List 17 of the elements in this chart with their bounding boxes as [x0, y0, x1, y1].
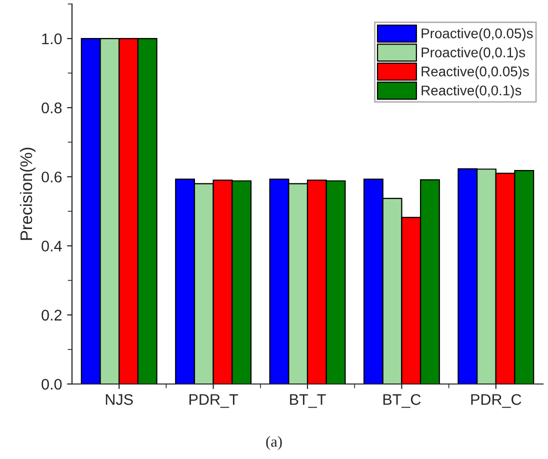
legend-label: Proactive(0,0.05)s — [422, 28, 533, 42]
x-tick-label: PDR_T — [190, 394, 238, 408]
legend-label: Reactive(0,0.1)s — [422, 85, 522, 98]
legend-label: Proactive(0,0.1)s — [422, 47, 526, 60]
y-tick-label: 0.2 — [42, 310, 62, 321]
y-tick-label: 0.8 — [42, 102, 62, 114]
x-tick-label: PDR_C — [471, 394, 522, 408]
x-tick-label: BT_C — [383, 394, 421, 408]
y-tick-label: 0.0 — [42, 378, 62, 390]
y-tick-label: 0.4 — [42, 240, 62, 252]
y-tick-label: 1.0 — [42, 33, 62, 44]
x-tick-label: NJS — [106, 394, 133, 405]
x-tick-label: BT_T — [290, 394, 326, 408]
y-axis-title: Precision(%) — [20, 148, 36, 240]
text: (a) — [266, 436, 282, 450]
y-tick-label: 0.6 — [42, 172, 62, 182]
legend-label: Reactive(0,0.05)s — [422, 66, 529, 80]
